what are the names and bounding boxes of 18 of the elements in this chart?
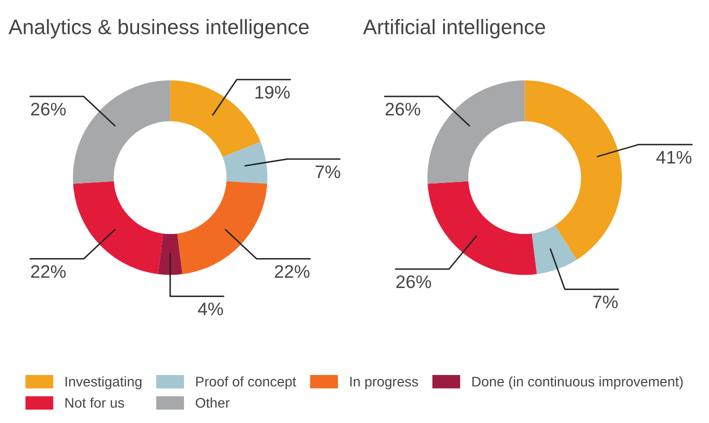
data-label: 26% xyxy=(386,102,420,116)
data-label: 22% xyxy=(274,265,310,278)
data-label: 26% xyxy=(396,275,432,288)
data-label: 7% xyxy=(316,165,340,178)
data-label: 4% xyxy=(198,302,223,316)
data-label: 19% xyxy=(256,86,290,99)
legend-label: In progress xyxy=(350,376,418,390)
legend-label: Done (in continuous improvement) xyxy=(472,376,683,390)
legend-label: Not for us xyxy=(65,398,124,408)
chart-title: Analytics & business intelligence xyxy=(8,19,309,38)
data-label: 26% xyxy=(31,102,66,116)
data-label: 7% xyxy=(593,296,618,308)
data-label: 41% xyxy=(656,150,692,164)
legend-label: Proof of concept xyxy=(196,376,296,390)
legend-label: Investigating xyxy=(66,376,142,390)
data-label: 22% xyxy=(31,265,66,278)
legend-label: Other xyxy=(196,398,230,408)
chart-title: Artificial intelligence xyxy=(363,19,546,38)
